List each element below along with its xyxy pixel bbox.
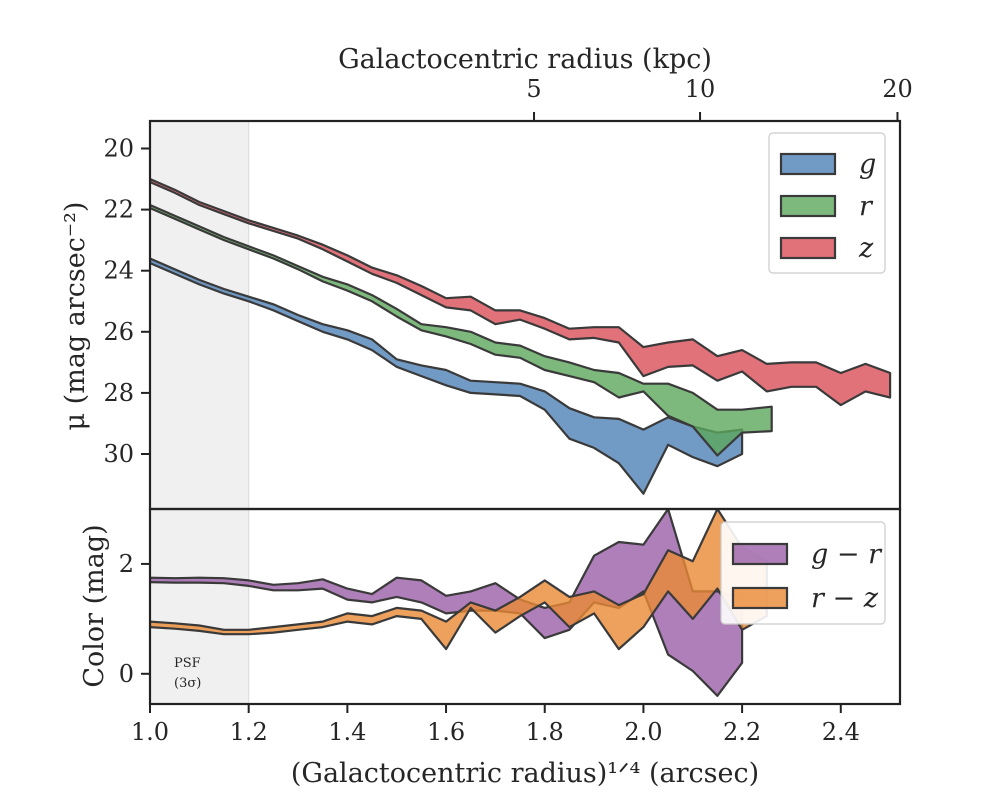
bottom-y-tick-label: 0 — [119, 660, 134, 688]
legend-top: grz — [768, 132, 886, 274]
bottom-x-tick-label: 1.6 — [427, 718, 465, 746]
legend-label-r-z: r − z — [811, 583, 879, 614]
legend-label-g-r: g − r — [811, 539, 883, 570]
bottom-x-tick-label: 1.4 — [328, 718, 366, 746]
top-y-tick-label: 30 — [103, 440, 134, 468]
bottom-panel-frame — [148, 507, 902, 706]
bottom-x-tick-label: 2.4 — [822, 718, 860, 746]
top-y-axis-title: μ (mag arcsec⁻²) — [60, 202, 91, 431]
top-x-axis: 51020305075100150 — [526, 75, 913, 121]
psf-region-top — [150, 121, 249, 509]
legend-swatch-g-r — [731, 542, 789, 566]
top-y-tick-label: 20 — [103, 134, 134, 162]
top-x-axis-title: Galactocentric radius (kpc) — [338, 44, 712, 75]
top-x-tick-label: 5 — [526, 75, 541, 103]
legend-swatch-r-z — [731, 586, 789, 610]
bottom-x-tick-label: 2.2 — [723, 718, 761, 746]
bottom-x-tick-label: 1.0 — [131, 718, 169, 746]
top-x-tick-label: 10 — [685, 75, 716, 103]
legend-label-z: z — [858, 233, 874, 264]
legend-swatch-r — [779, 194, 837, 218]
psf-region-bottom — [150, 509, 249, 704]
legend-bottom: g − r r − z — [720, 521, 886, 625]
legend-swatch-z — [779, 236, 837, 260]
series-band-z — [150, 177, 892, 407]
legend-label-g: g — [859, 149, 876, 180]
top-y-tick-label: 26 — [103, 318, 134, 346]
bottom-x-tick-label: 1.2 — [230, 718, 268, 746]
top-y-axis: 20 22 24 26 28 30 — [103, 134, 150, 468]
top-x-tick-label: 20 — [882, 75, 913, 103]
legend-swatch-g — [779, 152, 837, 176]
legend-label-r: r — [859, 191, 874, 222]
top-y-tick-label: 22 — [103, 196, 134, 224]
top-y-tick-label: 24 — [103, 257, 134, 285]
series-band-r — [150, 203, 773, 457]
psf-note-line2: (3σ) — [174, 676, 201, 691]
bottom-y-axis: 02 — [119, 550, 150, 688]
bottom-x-tick-label: 2.0 — [624, 718, 662, 746]
top-y-tick-label: 28 — [103, 379, 134, 407]
bottom-y-axis-title: Color (mag) — [79, 524, 110, 687]
surface-brightness-bands — [150, 177, 892, 495]
series-band-g — [150, 257, 744, 495]
bottom-y-tick-label: 2 — [119, 550, 134, 578]
bottom-x-axis-title: (Galactocentric radius)¹ᐟ⁴ (arcsec) — [291, 758, 759, 789]
psf-note-line1: PSF — [174, 656, 201, 671]
bottom-x-tick-label: 1.8 — [526, 718, 564, 746]
bottom-x-axis: 1.0 1.2 1.4 1.6 1.8 2.0 2.2 2.4 — [131, 704, 860, 746]
